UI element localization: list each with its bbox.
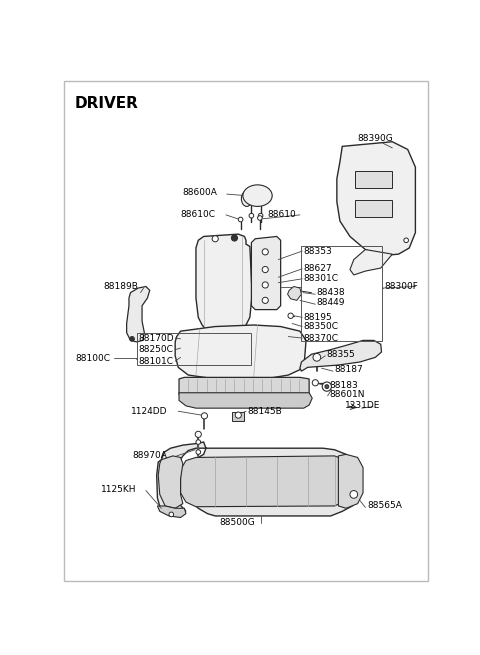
Text: 88600A: 88600A — [183, 188, 218, 197]
Circle shape — [196, 450, 201, 455]
Text: 88610C: 88610C — [180, 210, 216, 219]
Polygon shape — [180, 456, 352, 507]
Text: 88565A: 88565A — [368, 502, 403, 510]
Polygon shape — [338, 455, 363, 508]
Ellipse shape — [241, 191, 252, 206]
Text: 88187: 88187 — [335, 365, 363, 374]
Circle shape — [238, 217, 243, 222]
Circle shape — [249, 214, 254, 218]
Circle shape — [195, 431, 201, 438]
Circle shape — [258, 214, 263, 218]
Polygon shape — [175, 325, 306, 379]
Text: 88195: 88195 — [304, 313, 333, 322]
Ellipse shape — [243, 185, 272, 206]
Polygon shape — [300, 341, 382, 371]
Text: 1124DD: 1124DD — [131, 407, 167, 416]
Text: 88627: 88627 — [304, 264, 332, 273]
Text: 88300F: 88300F — [384, 282, 419, 291]
Polygon shape — [179, 393, 312, 408]
Polygon shape — [157, 506, 186, 517]
Text: DRIVER: DRIVER — [75, 96, 139, 111]
Bar — [355, 171, 392, 188]
Circle shape — [262, 282, 268, 288]
Circle shape — [325, 384, 329, 388]
Text: 88355: 88355 — [327, 350, 356, 359]
Text: 88610: 88610 — [267, 210, 296, 219]
Polygon shape — [337, 141, 415, 255]
Text: 88101C: 88101C — [138, 357, 173, 365]
Polygon shape — [288, 286, 301, 301]
Circle shape — [313, 354, 321, 361]
Circle shape — [201, 413, 207, 419]
Polygon shape — [156, 442, 361, 516]
Text: 88438: 88438 — [317, 288, 346, 297]
Polygon shape — [158, 456, 183, 508]
Circle shape — [231, 235, 238, 241]
Circle shape — [288, 313, 293, 318]
Circle shape — [262, 297, 268, 303]
Text: 88189B: 88189B — [104, 282, 138, 291]
Circle shape — [262, 267, 268, 272]
Text: 88601N: 88601N — [329, 390, 365, 399]
Circle shape — [169, 512, 174, 517]
Text: 88183: 88183 — [329, 381, 358, 390]
Circle shape — [312, 380, 318, 386]
Text: 1231DE: 1231DE — [345, 401, 380, 409]
Text: 88970A: 88970A — [132, 451, 167, 460]
Text: 88390G: 88390G — [358, 134, 394, 143]
Text: 88145B: 88145B — [248, 407, 282, 416]
Polygon shape — [350, 250, 392, 275]
Circle shape — [130, 337, 134, 341]
Text: 88170D: 88170D — [138, 333, 174, 343]
Circle shape — [350, 491, 358, 498]
Text: 88350C: 88350C — [304, 322, 339, 331]
Text: 88301C: 88301C — [304, 274, 339, 284]
Text: 1125KH: 1125KH — [101, 485, 137, 493]
Circle shape — [196, 440, 201, 444]
Bar — [232, 412, 244, 421]
Text: 88250C: 88250C — [138, 345, 173, 354]
Circle shape — [262, 249, 268, 255]
Circle shape — [212, 236, 218, 242]
Circle shape — [258, 215, 262, 220]
Circle shape — [404, 238, 408, 242]
Text: 88449: 88449 — [317, 298, 345, 307]
Text: 88100C: 88100C — [75, 354, 110, 363]
Circle shape — [235, 412, 241, 418]
Bar — [355, 200, 392, 217]
Polygon shape — [127, 286, 150, 342]
Bar — [300, 246, 382, 341]
Text: 88500G: 88500G — [219, 518, 255, 527]
Polygon shape — [179, 377, 309, 402]
Text: 88370C: 88370C — [304, 333, 339, 343]
Polygon shape — [196, 234, 252, 331]
Bar — [137, 333, 251, 365]
Circle shape — [322, 382, 332, 391]
Text: 88353: 88353 — [304, 246, 333, 255]
Polygon shape — [252, 236, 281, 310]
